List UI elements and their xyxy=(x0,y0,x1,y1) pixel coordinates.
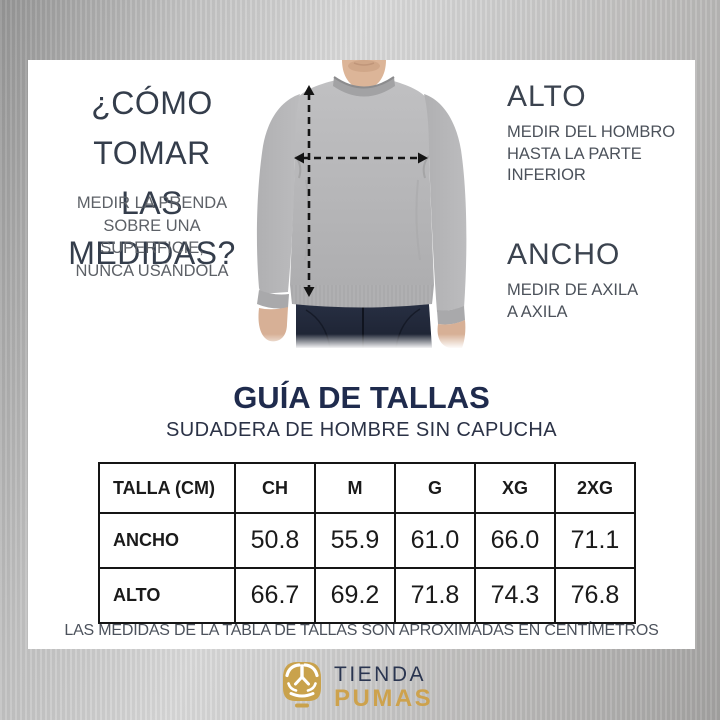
cell-value: 61.0 xyxy=(394,512,476,569)
brand-logo: TIENDA PUMAS xyxy=(278,658,433,711)
col-header-m: M xyxy=(314,462,396,514)
alto-measure-arrow xyxy=(303,85,315,297)
cell-value: 66.0 xyxy=(474,512,556,569)
col-header-g: G xyxy=(394,462,476,514)
size-table: TALLA (CM) CH M G XG 2XG ANCHO 50.8 55.9… xyxy=(98,462,636,624)
crew-collar xyxy=(333,76,395,97)
measuring-note: MEDIR LA PRENDA SOBRE UNA SUPERFICIE, NU… xyxy=(46,192,258,282)
ancho-line: A AXILA xyxy=(507,302,568,321)
ancho-measure-arrow xyxy=(294,152,428,164)
size-table-footnote: LAS MEDIDAS DE LA TABLA DE TALLAS SON AP… xyxy=(64,622,659,639)
col-header-talla: TALLA (CM) xyxy=(98,462,236,514)
cell-value: 71.1 xyxy=(554,512,636,569)
row-label: ANCHO xyxy=(98,512,236,569)
ancho-title: ANCHO xyxy=(507,238,621,271)
ancho-line: MEDIR DE AXILA xyxy=(507,281,639,299)
alto-title: ALTO xyxy=(507,80,587,113)
note-line: MEDIR LA PRENDA xyxy=(76,194,228,212)
col-header-2xg: 2XG xyxy=(554,462,636,514)
cell-value: 69.2 xyxy=(314,567,396,624)
sweatshirt-sleeves xyxy=(256,94,467,325)
title-line-1: ¿CÓMO TOMAR xyxy=(91,85,213,171)
title-line-2: LAS MEDIDAS? xyxy=(68,185,236,271)
cell-value: 66.7 xyxy=(234,567,316,624)
alto-line: HASTA LA PARTE xyxy=(507,144,642,163)
how-to-measure-title: ¿CÓMO TOMAR LAS MEDIDAS? xyxy=(36,78,268,278)
row-label: ALTO xyxy=(98,567,236,624)
brand-name-tienda: TIENDA xyxy=(334,663,427,686)
col-header-xg: XG xyxy=(474,462,556,514)
size-table-row-ancho: ANCHO 50.8 55.9 61.0 66.0 71.1 xyxy=(98,512,636,569)
cell-value: 55.9 xyxy=(314,512,396,569)
ancho-instructions: ANCHO MEDIR DE AXILA A AXILA xyxy=(507,238,682,323)
photo-fade xyxy=(242,334,478,348)
size-table-header-row: TALLA (CM) CH M G XG 2XG xyxy=(98,462,636,514)
cell-value: 76.8 xyxy=(554,567,636,624)
note-line: SOBRE UNA xyxy=(103,216,201,235)
alto-instructions: ALTO MEDIR DEL HOMBRO HASTA LA PARTE INF… xyxy=(507,80,682,187)
sweatshirt-torso xyxy=(290,80,434,308)
alto-line: MEDIR DEL HOMBRO xyxy=(507,123,676,141)
alto-line: INFERIOR xyxy=(507,166,586,184)
note-line: SUPERFICIE, xyxy=(100,239,204,257)
cell-value: 50.8 xyxy=(234,512,316,569)
model-photo xyxy=(242,60,478,348)
cell-value: 74.3 xyxy=(474,567,556,624)
model-neck xyxy=(342,60,386,87)
content-card: ¿CÓMO TOMAR LAS MEDIDAS? MEDIR LA PRENDA… xyxy=(28,60,695,649)
size-table-row-alto: ALTO 66.7 69.2 71.8 74.3 76.8 xyxy=(98,567,636,624)
cell-value: 71.8 xyxy=(394,567,476,624)
col-header-ch: CH xyxy=(234,462,316,514)
size-guide-subtitle: SUDADERA DE HOMBRE SIN CAPUCHA xyxy=(166,419,557,441)
size-guide-title: GUÍA DE TALLAS xyxy=(233,380,490,415)
brand-name: TIENDA PUMAS xyxy=(334,658,433,711)
puma-head-icon xyxy=(283,662,321,708)
brand-name-pumas: PUMAS xyxy=(334,685,434,712)
note-line: NUNCA USÁNDOLA xyxy=(75,261,229,280)
